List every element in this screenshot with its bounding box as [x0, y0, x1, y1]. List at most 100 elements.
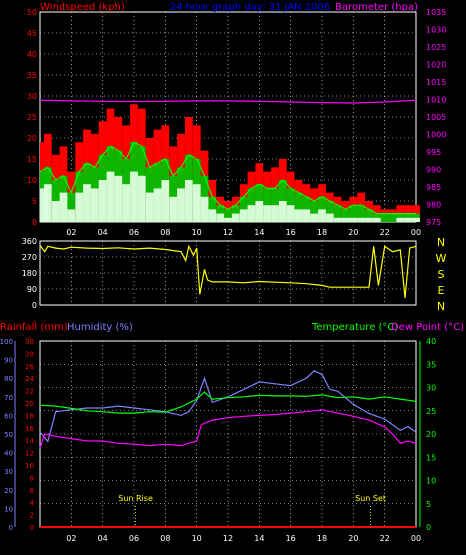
series-wind-low-bar [231, 213, 240, 222]
x-tick-label: 04 [98, 534, 108, 543]
x-tick-label: 18 [317, 228, 327, 237]
series-wind-low-bar [349, 217, 358, 222]
humidity-tick-label: 90 [4, 357, 13, 365]
series-wind-low-bar [286, 205, 295, 222]
series-wind-average-bar [349, 205, 358, 222]
temperature-tick-label: 15 [426, 453, 436, 462]
x-tick-label: 22 [380, 534, 390, 543]
series-wind-low-bar [372, 217, 381, 222]
barometer-axis-ticks: 975 980 985 990 995 1000 1005 1010 1015 1020 1025 1… [426, 8, 446, 227]
series-wind-low-bar [200, 196, 209, 222]
series-wind-average-bar [388, 213, 397, 222]
humidity-tick-label: 50 [4, 431, 13, 439]
compass-letter-s: S [438, 268, 445, 281]
windspeed-tick-label: 30 [27, 92, 37, 101]
series-wind-low-bar [239, 209, 248, 222]
series-wind-low-bar [278, 201, 287, 222]
humidity-tick-label: 30 [4, 468, 13, 476]
series-wind-low-bar [192, 184, 201, 222]
x-tick-label: 12 [223, 228, 233, 237]
rainfall-tick-label: 16 [25, 425, 34, 433]
series-wind-average-bar [357, 205, 365, 222]
rainfall-tick-label: 2 [30, 512, 34, 520]
windspeed-tick-label: 10 [27, 176, 37, 185]
series-wind-low-bar [255, 201, 264, 222]
series-wind-low-bar [169, 196, 178, 222]
series-wind-low-bar [216, 213, 225, 222]
series-wind-low-bar [106, 171, 115, 222]
series-wind-low-bar [357, 217, 365, 222]
x-tick-label: 14 [254, 534, 264, 543]
barometer-tick-label: 985 [426, 183, 441, 192]
humidity-tick-label: 70 [4, 394, 13, 402]
x-tick-label: 08 [160, 534, 170, 543]
humidity-tick-label: 100 [0, 338, 13, 346]
series-wind-low-bar [75, 192, 84, 222]
x-tick-label: 04 [98, 228, 108, 237]
series-wind-low-bar [83, 184, 91, 222]
wind-panel-series [39, 99, 420, 222]
compass-letter-n: N [437, 300, 445, 313]
series-wind-low-bar [271, 205, 279, 222]
rainfall-tick-label: 4 [30, 499, 35, 507]
rainfall-axis-label: Rainfall (mm) [0, 322, 68, 333]
humidity-tick-label: 60 [4, 412, 13, 420]
direction-panel-grid [40, 240, 417, 306]
series-wind-low-bar [98, 180, 107, 222]
rainfall-tick-label: 20 [25, 400, 34, 408]
series-wind-low-bar [90, 188, 99, 222]
x-tick-label: 12 [223, 534, 233, 543]
compass-letter-w: W [436, 252, 447, 265]
series-wind-low-bar [365, 217, 373, 222]
temperature-tick-label: 10 [426, 477, 436, 486]
humidity-tick-label: 0 [9, 524, 13, 532]
temperature-tick-label: 40 [426, 337, 436, 346]
marker-sun-set-label: Sun Set [355, 494, 386, 503]
series-dew-point-line [39, 409, 417, 449]
humidity-tick-label: 40 [4, 450, 13, 458]
series-wind-low-bar [224, 217, 232, 222]
series-wind-average-bar [294, 192, 303, 222]
series-wind-low-bar [412, 217, 420, 222]
direction-tick-label: 270 [22, 253, 37, 262]
rainfall-tick-label: 10 [25, 462, 34, 470]
series-wind-low-bar [153, 188, 162, 222]
series-wind-low-bar [333, 217, 342, 222]
direction-axis-ticks: 0 90 180 270 360 [22, 237, 37, 310]
temperature-tick-label: 0 [426, 523, 431, 532]
barometer-tick-label: 1010 [426, 96, 446, 105]
temperature-tick-label: 30 [426, 384, 436, 393]
barometer-tick-label: 980 [426, 201, 441, 210]
series-wind-low-bar [247, 205, 256, 222]
x-tick-label: 00 [411, 228, 421, 237]
series-wind-average-line [39, 141, 416, 215]
series-barometer-line [39, 99, 417, 104]
humidity-axis-ticks: 0 10 20 30 40 50 60 70 80 90 100 [0, 338, 16, 532]
x-tick-label: 16 [286, 534, 296, 543]
compass-letter-n: N [437, 236, 445, 249]
dewpoint-axis-label: Dew Point (°C) [391, 322, 464, 333]
humidity-tick-label: 10 [4, 505, 13, 513]
marker-sun-rise-label: Sun Rise [118, 494, 153, 503]
humidity-tick-label: 80 [4, 375, 13, 383]
barometer-tick-label: 975 [426, 218, 441, 227]
direction-tick-label: 360 [22, 237, 37, 246]
windspeed-tick-label: 0 [32, 218, 37, 227]
rainfall-tick-label: 22 [25, 388, 34, 396]
rainfall-tick-label: 18 [25, 412, 34, 420]
x-tick-label: 20 [348, 228, 358, 237]
series-wind-low-bar [318, 209, 326, 222]
humidity-tick-label: 20 [4, 487, 13, 495]
rainfall-tick-label: 24 [25, 375, 34, 383]
series-wind-low-bar [161, 180, 170, 222]
temperature-tick-label: 25 [426, 407, 436, 416]
temperature-panel: Sun Rise Sun Set 024681012141618202224262… [0, 322, 464, 543]
barometer-tick-label: 1035 [426, 8, 446, 17]
x-tick-label: 16 [286, 228, 296, 237]
series-wind-low-bar [294, 209, 303, 222]
windspeed-axis-label: Windspeed (kph) [40, 2, 125, 13]
barometer-tick-label: 990 [426, 166, 441, 175]
x-tick-label: 18 [317, 534, 327, 543]
rainfall-tick-label: 28 [25, 350, 34, 358]
